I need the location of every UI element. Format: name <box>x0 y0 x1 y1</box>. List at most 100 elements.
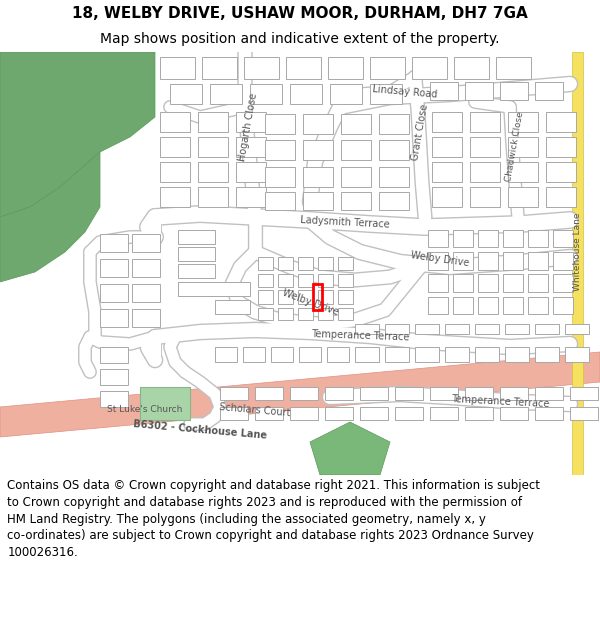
Polygon shape <box>258 257 273 270</box>
Polygon shape <box>379 140 409 160</box>
Polygon shape <box>570 387 598 400</box>
Polygon shape <box>160 187 190 207</box>
Polygon shape <box>100 369 128 385</box>
Polygon shape <box>278 274 293 287</box>
Polygon shape <box>535 82 563 100</box>
Polygon shape <box>415 347 439 362</box>
Polygon shape <box>341 192 371 210</box>
Polygon shape <box>503 274 523 292</box>
Polygon shape <box>0 152 100 282</box>
Polygon shape <box>508 187 538 207</box>
Polygon shape <box>432 162 462 182</box>
Polygon shape <box>341 140 371 160</box>
Polygon shape <box>412 57 447 79</box>
Polygon shape <box>160 137 190 157</box>
Polygon shape <box>100 234 128 252</box>
Polygon shape <box>432 187 462 207</box>
Polygon shape <box>395 387 423 400</box>
Polygon shape <box>478 297 498 314</box>
Polygon shape <box>546 162 576 182</box>
Polygon shape <box>415 324 439 334</box>
Polygon shape <box>0 52 600 475</box>
Polygon shape <box>475 347 499 362</box>
Polygon shape <box>160 112 190 132</box>
Polygon shape <box>470 162 500 182</box>
Polygon shape <box>243 347 265 362</box>
Polygon shape <box>198 137 228 157</box>
Text: Lindsay Road: Lindsay Road <box>372 84 438 100</box>
Polygon shape <box>528 297 548 314</box>
Text: Temperance Terrace: Temperance Terrace <box>451 394 550 409</box>
Polygon shape <box>465 82 493 100</box>
Polygon shape <box>210 84 242 104</box>
Polygon shape <box>470 187 500 207</box>
Polygon shape <box>428 252 448 270</box>
Polygon shape <box>338 308 353 320</box>
Polygon shape <box>535 347 559 362</box>
Polygon shape <box>132 259 160 277</box>
Polygon shape <box>528 230 548 247</box>
Polygon shape <box>303 167 333 187</box>
Polygon shape <box>546 137 576 157</box>
Polygon shape <box>338 274 353 287</box>
Polygon shape <box>236 187 266 207</box>
Polygon shape <box>546 187 576 207</box>
Polygon shape <box>535 407 563 420</box>
Polygon shape <box>215 300 250 314</box>
Polygon shape <box>454 57 489 79</box>
Polygon shape <box>278 308 293 320</box>
Polygon shape <box>572 52 583 475</box>
Polygon shape <box>325 387 353 400</box>
Polygon shape <box>528 274 548 292</box>
Polygon shape <box>508 137 538 157</box>
Polygon shape <box>100 284 128 302</box>
Polygon shape <box>140 387 190 420</box>
Polygon shape <box>100 347 128 363</box>
Polygon shape <box>553 274 573 292</box>
Text: Contains OS data © Crown copyright and database right 2021. This information is : Contains OS data © Crown copyright and d… <box>7 479 540 559</box>
Polygon shape <box>160 162 190 182</box>
Polygon shape <box>370 84 402 104</box>
Polygon shape <box>379 114 409 134</box>
Polygon shape <box>432 137 462 157</box>
Polygon shape <box>250 84 282 104</box>
Polygon shape <box>330 84 362 104</box>
Polygon shape <box>465 407 493 420</box>
Polygon shape <box>428 274 448 292</box>
Text: B6302 - Cockhouse Lane: B6302 - Cockhouse Lane <box>133 419 267 441</box>
Polygon shape <box>198 162 228 182</box>
Polygon shape <box>178 282 250 296</box>
Polygon shape <box>0 352 600 437</box>
Text: Welby Drive: Welby Drive <box>281 288 340 317</box>
Polygon shape <box>290 84 322 104</box>
Polygon shape <box>298 257 313 270</box>
Text: Hogarth Close: Hogarth Close <box>237 92 259 162</box>
Polygon shape <box>370 57 405 79</box>
Polygon shape <box>100 259 128 277</box>
Polygon shape <box>215 347 237 362</box>
Polygon shape <box>271 347 293 362</box>
Polygon shape <box>379 167 409 187</box>
Polygon shape <box>325 407 353 420</box>
Polygon shape <box>341 167 371 187</box>
Polygon shape <box>286 57 321 79</box>
Polygon shape <box>100 391 128 407</box>
Polygon shape <box>278 257 293 270</box>
Text: Scholars Court: Scholars Court <box>219 402 291 418</box>
Text: 18, WELBY DRIVE, USHAW MOOR, DURHAM, DH7 7GA: 18, WELBY DRIVE, USHAW MOOR, DURHAM, DH7… <box>72 6 528 21</box>
Polygon shape <box>355 347 379 362</box>
Polygon shape <box>428 297 448 314</box>
Polygon shape <box>303 140 333 160</box>
Polygon shape <box>328 57 363 79</box>
Polygon shape <box>298 274 313 287</box>
Polygon shape <box>290 387 318 400</box>
Polygon shape <box>341 114 371 134</box>
Polygon shape <box>244 57 279 79</box>
Polygon shape <box>255 387 283 400</box>
Polygon shape <box>465 387 493 400</box>
Polygon shape <box>255 407 283 420</box>
Polygon shape <box>505 347 529 362</box>
Polygon shape <box>500 407 528 420</box>
Polygon shape <box>160 57 195 79</box>
Polygon shape <box>528 252 548 270</box>
